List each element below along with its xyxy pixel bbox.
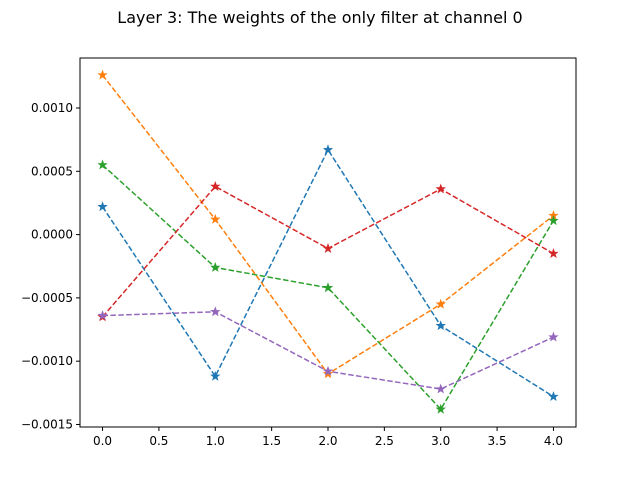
- data-point-star: [210, 213, 221, 224]
- data-point-star: [322, 243, 334, 253]
- y-tick-label: −0.0015: [21, 417, 73, 431]
- y-tick-label: 0.0000: [31, 228, 73, 242]
- data-point-star: [435, 383, 446, 394]
- y-tick-label: 0.0005: [31, 164, 73, 178]
- series-line: [102, 311, 554, 390]
- x-tick-label: 2.0: [318, 434, 337, 448]
- axes: 0.0 0.5 1.0 1.5 2.0 2.5 3.0 3.5 4.0 −0.0015 −0.001…: [21, 101, 563, 448]
- series-line: [101, 185, 554, 318]
- data-point-star: [210, 306, 221, 317]
- data-point-star: [210, 262, 221, 272]
- data-point-star: [435, 183, 446, 194]
- y-tick-label: 0.0010: [31, 101, 73, 115]
- plot-frame: [79, 57, 577, 428]
- data-point-star: [548, 391, 559, 402]
- x-tick-label: 0.5: [149, 434, 168, 448]
- x-tick-label: 1.0: [206, 434, 225, 448]
- data-point-star: [322, 144, 334, 155]
- data-point-star: [210, 370, 221, 381]
- data-point-star: [322, 365, 334, 376]
- data-point-star: [435, 298, 446, 309]
- series-4: [97, 181, 559, 322]
- data-point-star: [435, 403, 446, 414]
- y-tick-label: −0.0010: [21, 354, 73, 368]
- data-point-star: [435, 320, 446, 331]
- series-1: [97, 144, 559, 402]
- series-line: [101, 74, 554, 375]
- x-tick-label: 3.5: [488, 434, 507, 448]
- data-point-star: [548, 248, 559, 259]
- series-line: [101, 148, 554, 398]
- data-point-star: [322, 282, 334, 293]
- x-tick-label: 1.5: [262, 434, 281, 448]
- chart-title: Layer 3: The weights of the only filter …: [117, 8, 523, 27]
- data-point-star: [548, 331, 559, 342]
- x-tick-label: 0.0: [93, 434, 112, 448]
- y-tick-label: −0.0005: [21, 291, 73, 305]
- data-point-star: [97, 310, 108, 321]
- x-tick-label: 3.0: [431, 434, 450, 448]
- series-line: [102, 164, 555, 411]
- data-point-star: [97, 159, 108, 170]
- data-point-star: [548, 215, 559, 226]
- data-point-star: [210, 181, 221, 191]
- data-point-star: [97, 201, 108, 212]
- series-group: [97, 69, 559, 414]
- x-tick-label: 4.0: [544, 434, 563, 448]
- x-tick-label: 2.5: [375, 434, 394, 448]
- series-3: [97, 159, 559, 414]
- series-5: [97, 306, 559, 394]
- data-point-star: [97, 69, 108, 80]
